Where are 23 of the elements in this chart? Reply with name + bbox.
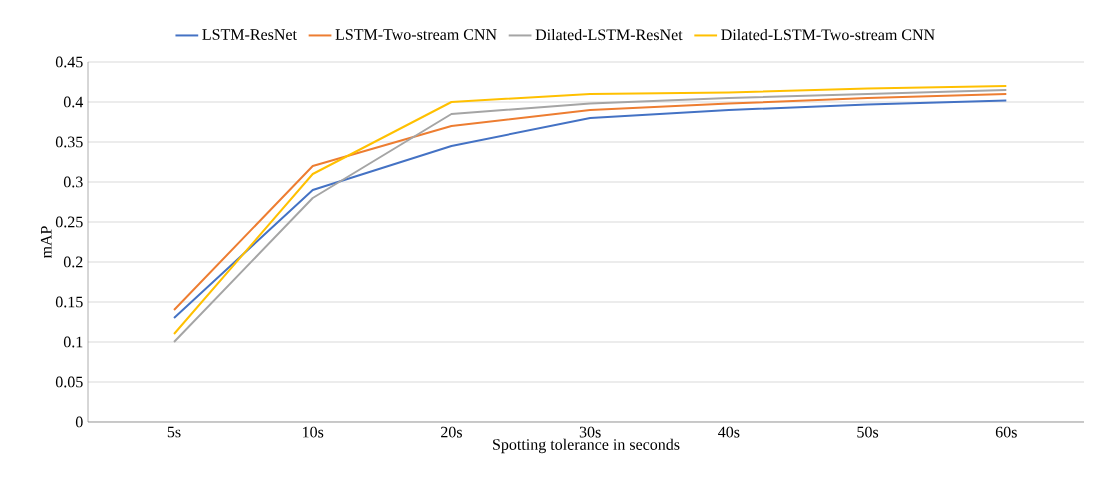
x-tick-label: 30s: [579, 426, 601, 438]
legend-label: Dilated-LSTM-Two-stream CNN: [721, 28, 935, 41]
legend-label: Dilated-LSTM-ResNet: [535, 28, 683, 41]
x-tick-label: 40s: [718, 426, 740, 438]
x-tick-label: 50s: [857, 426, 879, 438]
y-tick-label: 0.3: [63, 176, 83, 188]
x-tick-label: 60s: [995, 426, 1017, 438]
x-tick-label: 5s: [167, 426, 181, 438]
y-tick-label: 0.15: [55, 296, 83, 308]
x-axis-title: Spotting tolerance in seconds: [493, 438, 680, 454]
y-tick-label: 0.05: [55, 376, 83, 388]
y-tick-label: 0.2: [63, 256, 83, 268]
x-tick-label: 10s: [303, 426, 324, 438]
x-tick-label: 20s: [441, 426, 462, 438]
y-tick-label: 0.4: [63, 96, 84, 108]
y-tick-label: 0.45: [55, 56, 83, 68]
legend-label: LSTM-Two-stream CNN: [335, 29, 497, 40]
legend-label: LSTM-ResNet: [202, 29, 297, 40]
y-tick-label: 0.35: [55, 136, 83, 148]
y-tick-label: 0.25: [55, 216, 83, 228]
y-axis-title: mAP: [40, 226, 52, 259]
y-tick-label: 0: [75, 416, 83, 428]
y-tick-label: 0.1: [63, 336, 83, 348]
